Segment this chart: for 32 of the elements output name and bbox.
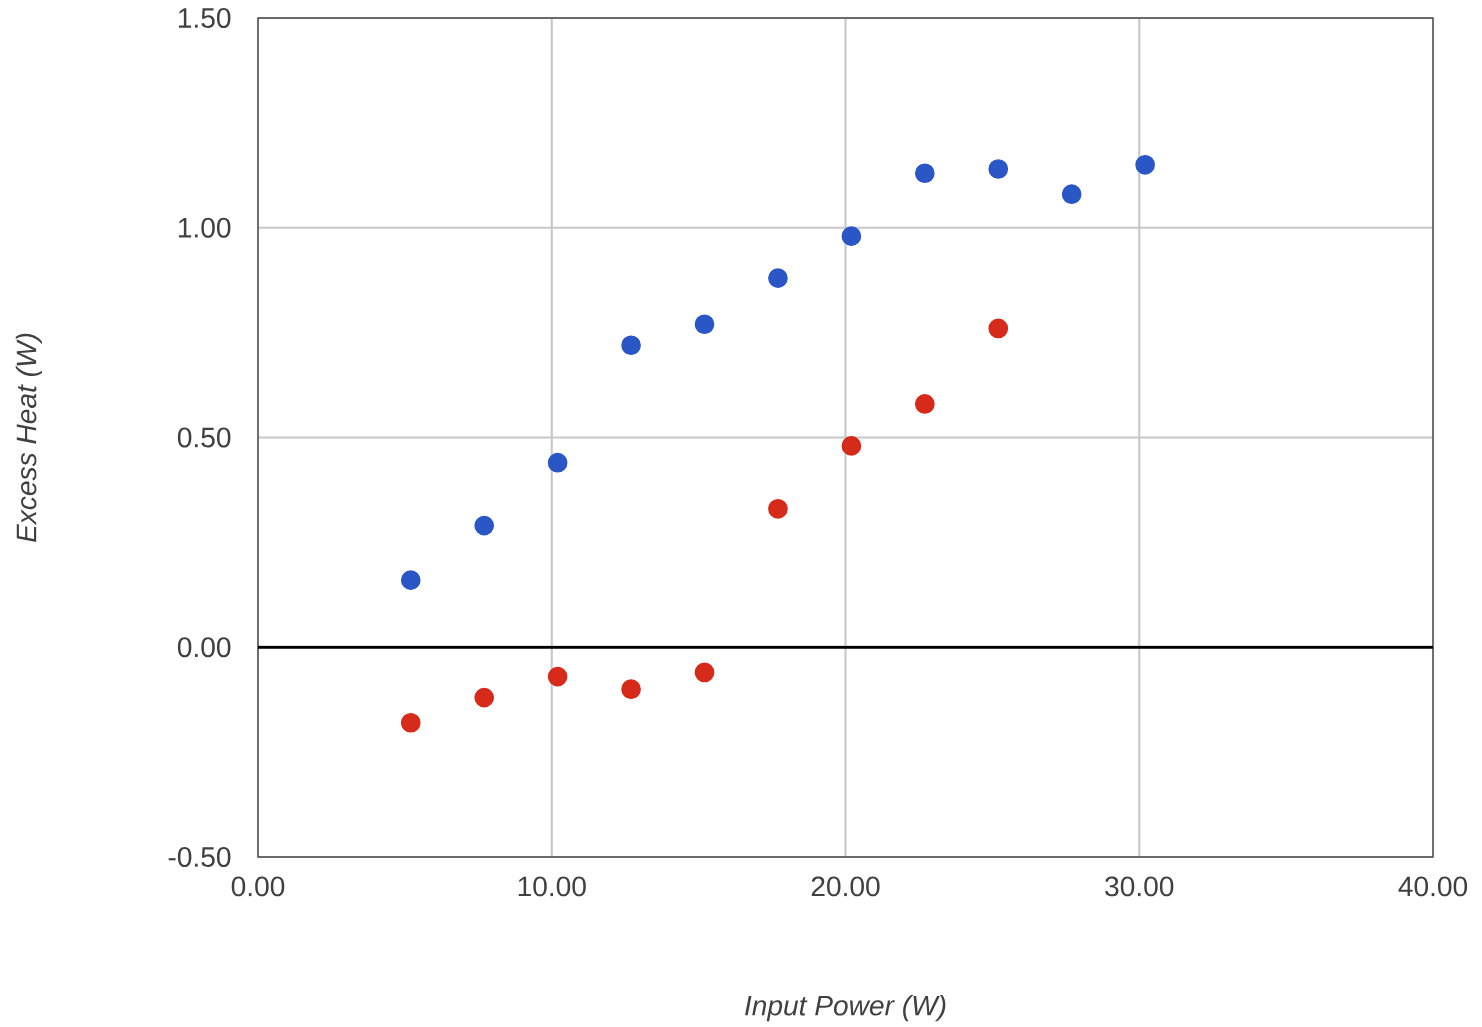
y-tick-label: 0.00: [177, 637, 231, 658]
x-tick-label: 10.00: [518, 876, 586, 897]
point: [621, 335, 641, 356]
point: [547, 666, 568, 687]
point: [768, 498, 788, 519]
point: [988, 159, 1009, 179]
y-tick-label: 1.00: [178, 217, 231, 238]
point: [914, 394, 935, 414]
point: [841, 226, 862, 246]
point: [841, 436, 862, 456]
x-tick-label: 40.00: [1398, 876, 1468, 897]
point: [621, 679, 641, 700]
y-tick-label: 0.50: [177, 427, 231, 448]
y-tick-label: -0.50: [168, 847, 231, 867]
point: [768, 268, 788, 288]
point: [474, 515, 495, 536]
point: [694, 662, 715, 683]
point: [400, 570, 421, 590]
point: [547, 452, 568, 473]
y-axis-title: Excess Heat (W): [15, 333, 42, 543]
x-tick-label: 20.00: [811, 876, 880, 897]
point: [1135, 154, 1155, 175]
point: [474, 687, 495, 708]
y-tick-label: 1.50: [178, 8, 231, 28]
point: [694, 314, 715, 335]
point: [988, 318, 1009, 339]
point: [400, 712, 421, 733]
point: [1061, 184, 1082, 205]
x-tick-label: 30.00: [1105, 876, 1174, 897]
point: [914, 163, 935, 184]
x-tick-label: 0.00: [231, 876, 285, 897]
x-axis-title: Input Power (W): [745, 994, 946, 1022]
